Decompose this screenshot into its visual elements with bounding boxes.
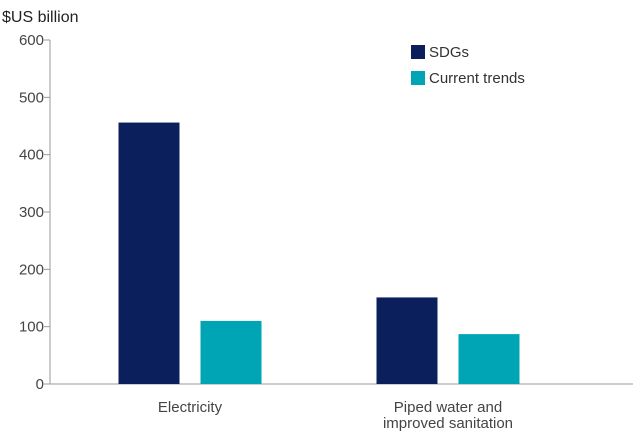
legend: SDGs Current trends: [411, 44, 525, 87]
bar-current-trends-1: [458, 334, 520, 384]
y-tick-label: 200: [19, 261, 44, 278]
y-tick-label: 500: [19, 89, 44, 106]
y-tick-label: 600: [19, 32, 44, 49]
bar-current-trends-0: [200, 320, 262, 384]
y-tick-label: 400: [19, 147, 44, 164]
category-label: improved sanitation: [383, 415, 513, 432]
category-label: Electricity: [158, 399, 223, 416]
bar-sdgs-1: [376, 297, 438, 384]
y-tick-label: 100: [19, 319, 44, 336]
bar-series-group: [118, 122, 520, 384]
category-label: Piped water and: [394, 399, 502, 416]
legend-label: SDGs: [429, 44, 469, 61]
y-tick-label: 300: [19, 204, 44, 221]
legend-swatch: [411, 71, 425, 85]
y-tick-label: 0: [36, 376, 44, 393]
bar-sdgs-0: [118, 122, 180, 384]
legend-swatch: [411, 45, 425, 59]
y-axis-unit-label: $US billion: [2, 9, 78, 26]
legend-label: Current trends: [429, 70, 525, 87]
y-axis: 0 100 200 300 400 500 600: [19, 32, 51, 393]
